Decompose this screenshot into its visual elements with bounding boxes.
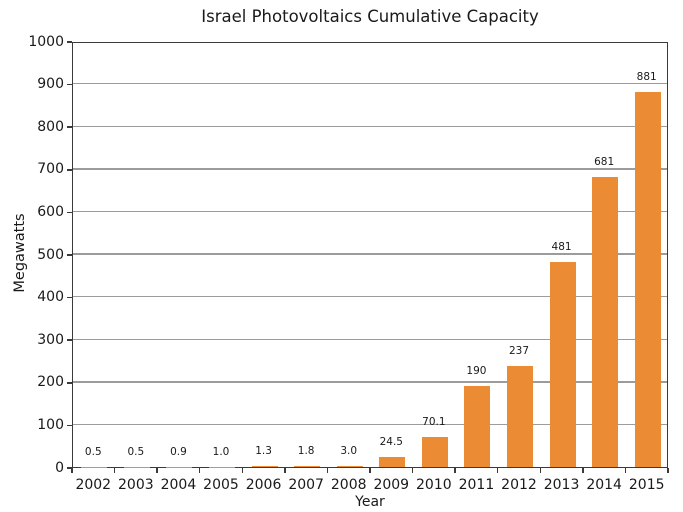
gridline bbox=[73, 253, 667, 255]
y-tick-mark bbox=[67, 339, 72, 341]
bar-value-label: 1.8 bbox=[297, 445, 315, 458]
y-tick-mark bbox=[67, 382, 72, 384]
x-tick-mark bbox=[241, 468, 244, 473]
bar-value-label: 1.0 bbox=[212, 445, 230, 458]
y-tick-label: 1000 bbox=[28, 33, 64, 50]
x-tick-label: 2005 bbox=[203, 477, 239, 493]
y-tick-label: 300 bbox=[37, 331, 64, 348]
bar bbox=[592, 176, 619, 467]
y-tick-label: 800 bbox=[37, 118, 64, 135]
x-tick-label: 2006 bbox=[245, 477, 282, 493]
x-tick-mark bbox=[624, 468, 627, 473]
x-tick-mark bbox=[326, 468, 329, 473]
y-tick-label: 700 bbox=[37, 161, 64, 178]
bar bbox=[507, 366, 533, 467]
gridline bbox=[73, 210, 667, 213]
gridline bbox=[73, 82, 667, 85]
x-tick-label: 2002 bbox=[75, 477, 112, 493]
bar-value-label: 190 bbox=[466, 365, 487, 378]
x-tick-label: 2004 bbox=[160, 477, 197, 493]
bar-value-label: 237 bbox=[508, 345, 530, 358]
x-tick-label: 2010 bbox=[416, 477, 452, 493]
bar bbox=[379, 456, 406, 467]
y-tick-label: 100 bbox=[37, 416, 64, 433]
bar-value-label: 0.9 bbox=[170, 445, 187, 458]
bar-value-label: 681 bbox=[594, 155, 615, 168]
y-tick-mark bbox=[67, 41, 72, 43]
x-tick-mark bbox=[582, 468, 584, 473]
x-tick-mark bbox=[369, 468, 371, 473]
bar-value-label: 0.5 bbox=[127, 445, 145, 458]
bar-value-label: 881 bbox=[636, 70, 657, 83]
bar-value-label: 0.5 bbox=[84, 445, 102, 458]
bar bbox=[294, 466, 321, 467]
bar-value-label: 70.1 bbox=[422, 416, 446, 429]
x-tick-label: 2009 bbox=[373, 477, 410, 493]
chart-title: Israel Photovoltaics Cumulative Capacity bbox=[201, 7, 539, 26]
x-tick-label: 2011 bbox=[458, 477, 495, 493]
y-tick-mark bbox=[67, 126, 72, 128]
gridline bbox=[73, 381, 667, 383]
x-tick-label: 2008 bbox=[330, 477, 367, 493]
bar-value-label: 3.0 bbox=[340, 444, 358, 457]
x-tick-mark bbox=[284, 468, 286, 473]
y-tick-label: 400 bbox=[37, 289, 64, 306]
gridline bbox=[73, 168, 667, 170]
bar bbox=[251, 466, 278, 467]
x-tick-label: 2003 bbox=[118, 477, 154, 493]
x-axis-label: Year bbox=[355, 494, 385, 510]
x-tick-label: 2014 bbox=[586, 477, 622, 493]
x-tick-mark bbox=[539, 468, 542, 473]
gridline bbox=[73, 338, 667, 340]
x-tick-label: 2015 bbox=[628, 477, 665, 493]
y-tick-mark bbox=[67, 254, 72, 256]
y-tick-mark bbox=[67, 296, 72, 299]
y-tick-label: 0 bbox=[55, 459, 64, 476]
bar-value-label: 1.3 bbox=[255, 445, 272, 458]
y-tick-mark bbox=[67, 424, 72, 427]
bar-value-label: 24.5 bbox=[379, 435, 403, 448]
y-tick-mark bbox=[67, 169, 72, 171]
x-tick-mark bbox=[454, 468, 456, 473]
bar bbox=[336, 465, 363, 467]
bar bbox=[464, 386, 491, 467]
plot-area bbox=[72, 42, 668, 468]
x-tick-mark bbox=[71, 468, 73, 473]
y-tick-label: 900 bbox=[37, 76, 64, 93]
bar bbox=[634, 91, 661, 467]
x-tick-mark bbox=[496, 468, 499, 473]
x-tick-mark bbox=[156, 468, 158, 473]
x-tick-mark bbox=[411, 468, 414, 473]
x-tick-mark bbox=[198, 468, 201, 473]
y-tick-label: 600 bbox=[37, 203, 64, 220]
bar bbox=[421, 437, 448, 467]
x-tick-label: 2013 bbox=[543, 477, 580, 493]
y-tick-mark bbox=[67, 467, 72, 469]
y-tick-mark bbox=[67, 83, 72, 86]
gridline bbox=[73, 125, 667, 127]
gridline bbox=[73, 295, 667, 298]
x-tick-mark bbox=[113, 468, 116, 473]
bar-value-label: 481 bbox=[551, 241, 572, 254]
y-tick-label: 500 bbox=[37, 246, 64, 263]
x-tick-label: 2012 bbox=[501, 477, 537, 493]
gridline bbox=[73, 423, 667, 426]
y-tick-mark bbox=[67, 211, 72, 214]
x-tick-mark bbox=[667, 468, 669, 473]
bar bbox=[549, 262, 576, 467]
y-tick-label: 200 bbox=[37, 374, 64, 391]
x-tick-label: 2007 bbox=[288, 477, 324, 493]
